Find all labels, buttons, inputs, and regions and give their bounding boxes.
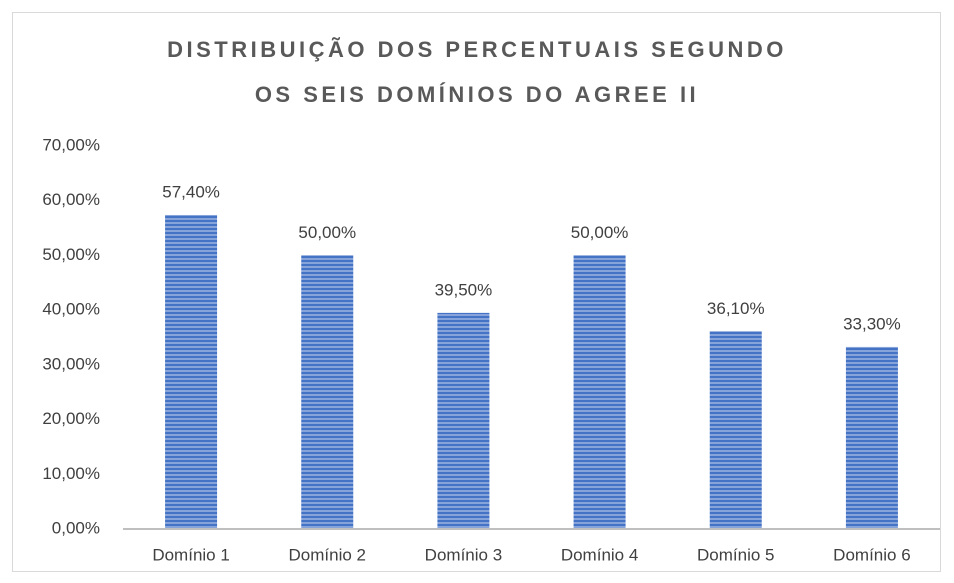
y-tick-label: 20,00% <box>42 409 100 428</box>
y-tick-label: 10,00% <box>42 464 100 483</box>
x-tick-label: Domínio 6 <box>833 545 910 564</box>
bar <box>845 346 898 529</box>
bar <box>573 255 626 529</box>
x-tick-label: Domínio 4 <box>561 545 638 564</box>
data-label: 33,30% <box>843 314 901 333</box>
x-tick-label: Domínio 3 <box>425 545 502 564</box>
chart-title: DISTRIBUIÇÃO DOS PERCENTUAIS SEGUNDO <box>167 37 787 62</box>
data-label: 36,10% <box>707 299 765 318</box>
data-label: 50,00% <box>571 223 629 242</box>
y-tick-label: 50,00% <box>42 245 100 264</box>
bar <box>165 214 218 529</box>
y-tick-label: 0,00% <box>52 518 100 537</box>
y-tick-label: 60,00% <box>42 190 100 209</box>
data-label: 39,50% <box>435 280 493 299</box>
bar <box>709 331 762 529</box>
x-tick-label: Domínio 5 <box>697 545 774 564</box>
y-tick-label: 70,00% <box>42 135 100 154</box>
x-tick-label: Domínio 1 <box>152 545 229 564</box>
y-tick-label: 40,00% <box>42 300 100 319</box>
bar <box>437 312 490 529</box>
x-tick-label: Domínio 2 <box>289 545 366 564</box>
y-tick-label: 30,00% <box>42 354 100 373</box>
bar <box>301 255 354 529</box>
data-label: 50,00% <box>298 223 356 242</box>
data-label: 57,40% <box>162 182 220 201</box>
chart-title: OS SEIS DOMÍNIOS DO AGREE II <box>255 82 699 107</box>
